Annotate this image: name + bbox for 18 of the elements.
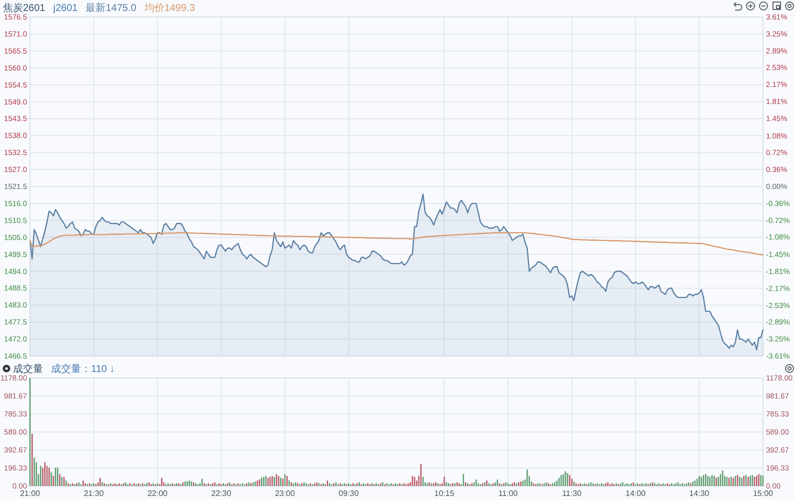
x-tick-label: 11:30 (562, 489, 582, 498)
x-tick-label: 15:00 (752, 489, 774, 498)
text: 最新1475.0 (86, 2, 137, 14)
x-tick-label: 22:30 (211, 489, 232, 498)
x-tick-label: 23:00 (274, 489, 296, 498)
x-tick-label: 11:00 (498, 489, 518, 498)
chart-title: 成交量 (13, 363, 43, 375)
x-tick-label: 14:30 (689, 489, 710, 498)
x-tick-label: 14:00 (626, 489, 646, 498)
text: 成交量：110 ↓ (51, 363, 115, 375)
chart-title: 焦炭2601 (3, 2, 46, 14)
x-tick-label: 21:00 (20, 489, 41, 498)
chart-subtitle: j2601 (52, 3, 78, 14)
x-tick-label: 21:30 (84, 489, 104, 498)
x-tick-label: 22:00 (147, 489, 168, 498)
x-tick-label: 09:30 (338, 489, 360, 498)
x-tick-label: 10:15 (434, 489, 455, 498)
text: 均价1499.3 (143, 2, 196, 14)
